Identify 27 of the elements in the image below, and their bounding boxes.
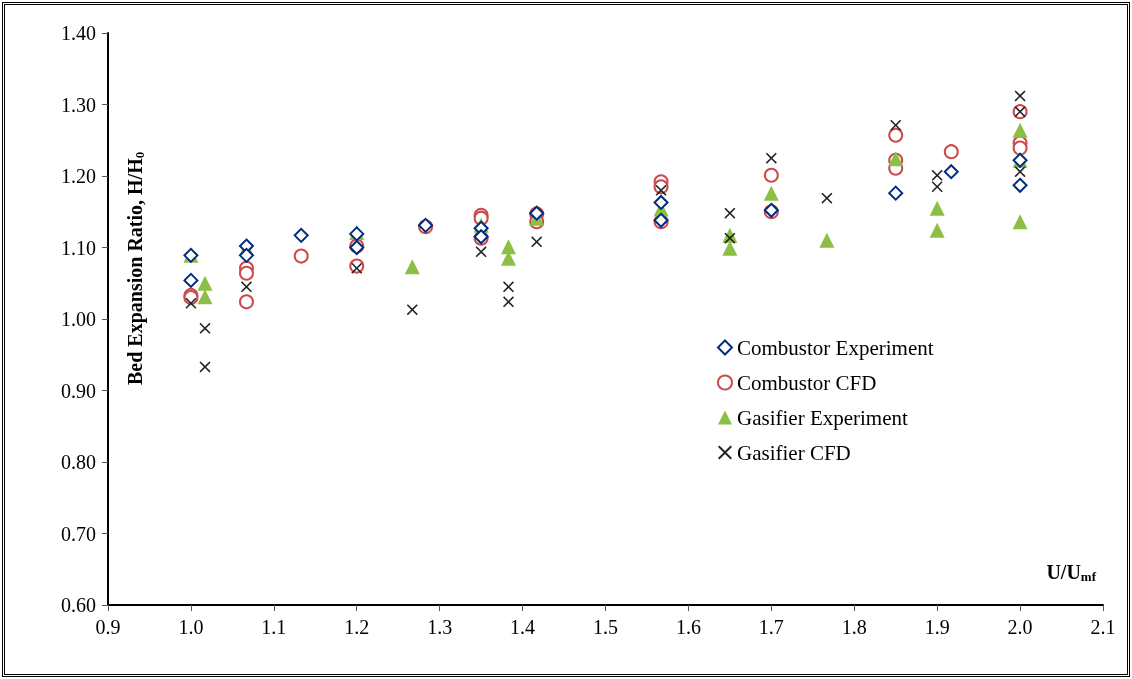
x-tick-label: 1.2: [344, 616, 370, 638]
x-tick-label: 1.7: [758, 616, 784, 638]
y-tick-label: 0.80: [61, 451, 96, 473]
y-tick-label: 1.10: [61, 236, 96, 259]
y-tick-label: 1.40: [61, 22, 96, 44]
y-tick-label: 0.70: [61, 522, 96, 545]
legend-label: Gasifier CFD: [737, 440, 851, 465]
y-tick-label: 0.60: [61, 594, 96, 616]
x-tick-label: 1.6: [675, 616, 701, 638]
x-tick-label: 1.9: [924, 616, 950, 638]
x-tick-label: 2.0: [1007, 616, 1033, 638]
y-tick-label: 1.30: [61, 93, 96, 116]
legend-label: Combustor Experiment: [737, 335, 934, 360]
x-tick-label: 1.0: [178, 616, 204, 638]
x-tick-label: 1.4: [510, 616, 536, 638]
x-tick-label: 1.1: [261, 616, 287, 638]
y-tick-label: 1.20: [61, 165, 96, 187]
x-tick-label: 2.1: [1090, 616, 1116, 638]
legend-label: Combustor CFD: [737, 370, 877, 395]
legend-label: Gasifier Experiment: [737, 405, 909, 430]
x-tick-label: 1.8: [841, 616, 867, 638]
y-tick-label: 1.00: [61, 308, 96, 330]
y-axis-title: Bed Expansion Ratio, H/H0: [124, 151, 147, 385]
x-tick-label: 0.9: [95, 616, 121, 638]
y-tick-label: 0.90: [61, 379, 96, 402]
x-tick-label: 1.5: [593, 616, 618, 638]
x-tick-label: 1.3: [427, 616, 453, 638]
